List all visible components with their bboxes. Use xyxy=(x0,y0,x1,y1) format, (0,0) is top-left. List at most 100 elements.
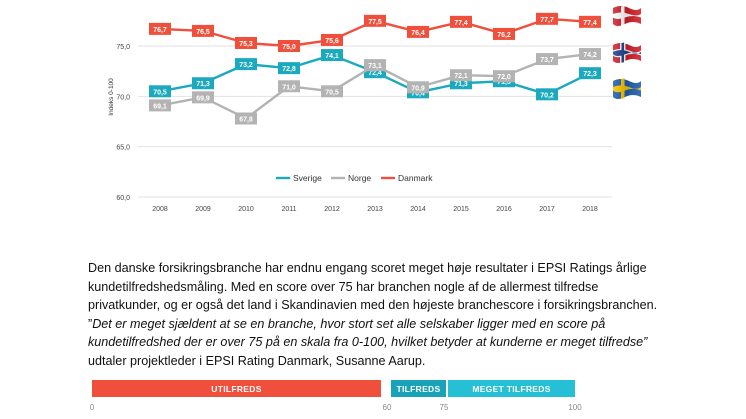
data-label: 76,2 xyxy=(497,32,511,39)
data-label: 77,5 xyxy=(368,19,382,26)
scale-segment-utilfreds: UTILFREDS xyxy=(92,380,381,397)
data-label-box xyxy=(536,53,558,66)
data-label-box xyxy=(407,25,429,38)
data-label: 72,0 xyxy=(497,74,511,81)
data-label: 74,1 xyxy=(325,53,339,60)
norwegian-flag-icon xyxy=(613,42,641,63)
chart-series: 70,5 71,3 73,2 72,8 74,1 72,4 70,4 71,3 71,5 70,2… xyxy=(149,12,601,125)
data-label: 77,7 xyxy=(540,17,554,24)
data-label-box xyxy=(235,36,257,49)
data-label-box xyxy=(450,69,472,82)
data-label: 70,5 xyxy=(325,89,339,96)
data-label-box xyxy=(149,22,171,35)
x-tick-label: 2012 xyxy=(324,206,340,213)
legend-label: Sverige xyxy=(293,173,322,183)
series-danmark: 76,7 76,5 75,3 75,0 75,6 77,5 76,4 77,4 76,2 77,7… xyxy=(149,12,601,52)
x-tick-label: 2011 xyxy=(281,206,296,213)
data-label-box xyxy=(192,91,214,104)
data-label: 72,1 xyxy=(454,73,468,80)
data-label-box xyxy=(278,80,300,93)
x-tick-label: 2013 xyxy=(367,206,383,213)
data-label: 71,5 xyxy=(497,79,511,86)
swedish-flag-icon xyxy=(613,78,641,99)
chart-grid xyxy=(138,45,612,198)
data-label-box xyxy=(192,24,214,37)
data-label: 75,6 xyxy=(325,38,339,45)
scale-tick: 60 xyxy=(382,403,392,412)
x-tick-label: 2009 xyxy=(195,206,211,213)
data-label-box xyxy=(536,88,558,101)
data-label: 73,7 xyxy=(540,57,554,64)
article-paragraph: Den danske forsikringsbranche har endnu … xyxy=(88,259,658,371)
scale-tick: 100 xyxy=(568,403,582,412)
data-label: 69,9 xyxy=(196,95,210,102)
data-label-box xyxy=(192,77,214,90)
y-tick-label: 60,0 xyxy=(116,195,130,202)
data-label-box xyxy=(364,14,386,27)
data-label: 70,2 xyxy=(540,92,554,99)
paragraph-text: Den danske forsikringsbranche har endnu … xyxy=(88,261,658,331)
data-label: 76,5 xyxy=(196,29,210,36)
y-axis-label: Indeks 0-100 xyxy=(108,78,115,116)
data-label: 70,4 xyxy=(411,90,425,97)
x-tick-label: 2015 xyxy=(453,206,469,213)
data-label: 71,3 xyxy=(454,81,468,88)
data-label: 75,0 xyxy=(282,44,296,51)
data-label-box xyxy=(364,59,386,72)
x-tick-label: 2017 xyxy=(539,206,555,213)
legend-label: Norge xyxy=(348,173,371,183)
y-axis: 60,0 65,0 70,0 75,0 xyxy=(116,44,130,202)
satisfaction-scale: UTILFREDS TILFREDS MEGET TILFREDS xyxy=(92,380,575,397)
data-label-box xyxy=(235,112,257,125)
y-tick-label: 70,0 xyxy=(116,94,130,101)
data-label-box xyxy=(536,12,558,25)
data-label-box xyxy=(450,15,472,28)
y-tick-label: 65,0 xyxy=(116,145,130,152)
data-label: 67,8 xyxy=(239,116,253,123)
data-label-box xyxy=(493,70,515,83)
series-norge: 69,1 69,9 67,8 71,0 70,5 73,1 70,9 72,1 72,0 73,7… xyxy=(149,48,601,125)
data-label: 71,0 xyxy=(282,84,296,91)
scale-tick: 0 xyxy=(89,403,95,412)
x-tick-label: 2010 xyxy=(238,206,254,213)
data-label: 72,8 xyxy=(282,66,296,73)
data-label: 73,1 xyxy=(368,63,382,70)
x-tick-label: 2016 xyxy=(496,206,512,213)
data-label: 76,7 xyxy=(153,27,167,34)
data-label: 70,9 xyxy=(411,85,425,92)
data-label: 73,2 xyxy=(239,62,253,69)
series-sverige: 70,5 71,3 73,2 72,8 74,1 72,4 70,4 71,3 71,5 70,2… xyxy=(149,49,601,101)
data-label-box xyxy=(235,58,257,71)
scale-segment-meget-tilfreds: MEGET TILFREDS xyxy=(448,380,575,397)
data-label-box xyxy=(321,33,343,46)
data-label-box xyxy=(579,15,601,28)
x-tick-label: 2018 xyxy=(582,206,598,213)
data-label: 76,4 xyxy=(411,30,425,37)
y-tick-label: 75,0 xyxy=(116,44,130,51)
data-label-box xyxy=(493,27,515,40)
data-label: 72,4 xyxy=(368,70,382,77)
data-label-box xyxy=(321,85,343,98)
line-chart: 60,0 65,0 70,0 75,0 Indeks 0-100 2008 2009 20… xyxy=(108,12,612,213)
data-label-box xyxy=(321,49,343,62)
data-label: 69,1 xyxy=(153,103,167,110)
paragraph-quote: Det er meget sjældent at se en branche, … xyxy=(88,316,648,350)
data-label-box xyxy=(579,67,601,80)
data-label: 77,4 xyxy=(583,20,597,27)
data-label-box xyxy=(149,99,171,112)
data-label: 74,2 xyxy=(583,52,597,59)
data-label: 70,5 xyxy=(153,89,167,96)
data-label-box xyxy=(407,81,429,94)
chart-legend: Sverige Norge Danmark xyxy=(276,173,433,183)
legend-label: Danmark xyxy=(398,173,433,183)
data-label: 72,3 xyxy=(583,71,597,78)
scale-segment-tilfreds: TILFREDS xyxy=(391,380,446,397)
data-label-box xyxy=(278,40,300,52)
x-axis: 2008 2009 2010 2011 2012 2013 2014 2015 2016 2017… xyxy=(152,206,598,213)
data-label-box xyxy=(149,85,171,98)
data-label: 75,3 xyxy=(239,41,253,48)
data-label-box xyxy=(579,48,601,61)
data-label-box xyxy=(278,62,300,75)
x-tick-label: 2008 xyxy=(152,206,168,213)
danish-flag-icon xyxy=(613,5,641,26)
